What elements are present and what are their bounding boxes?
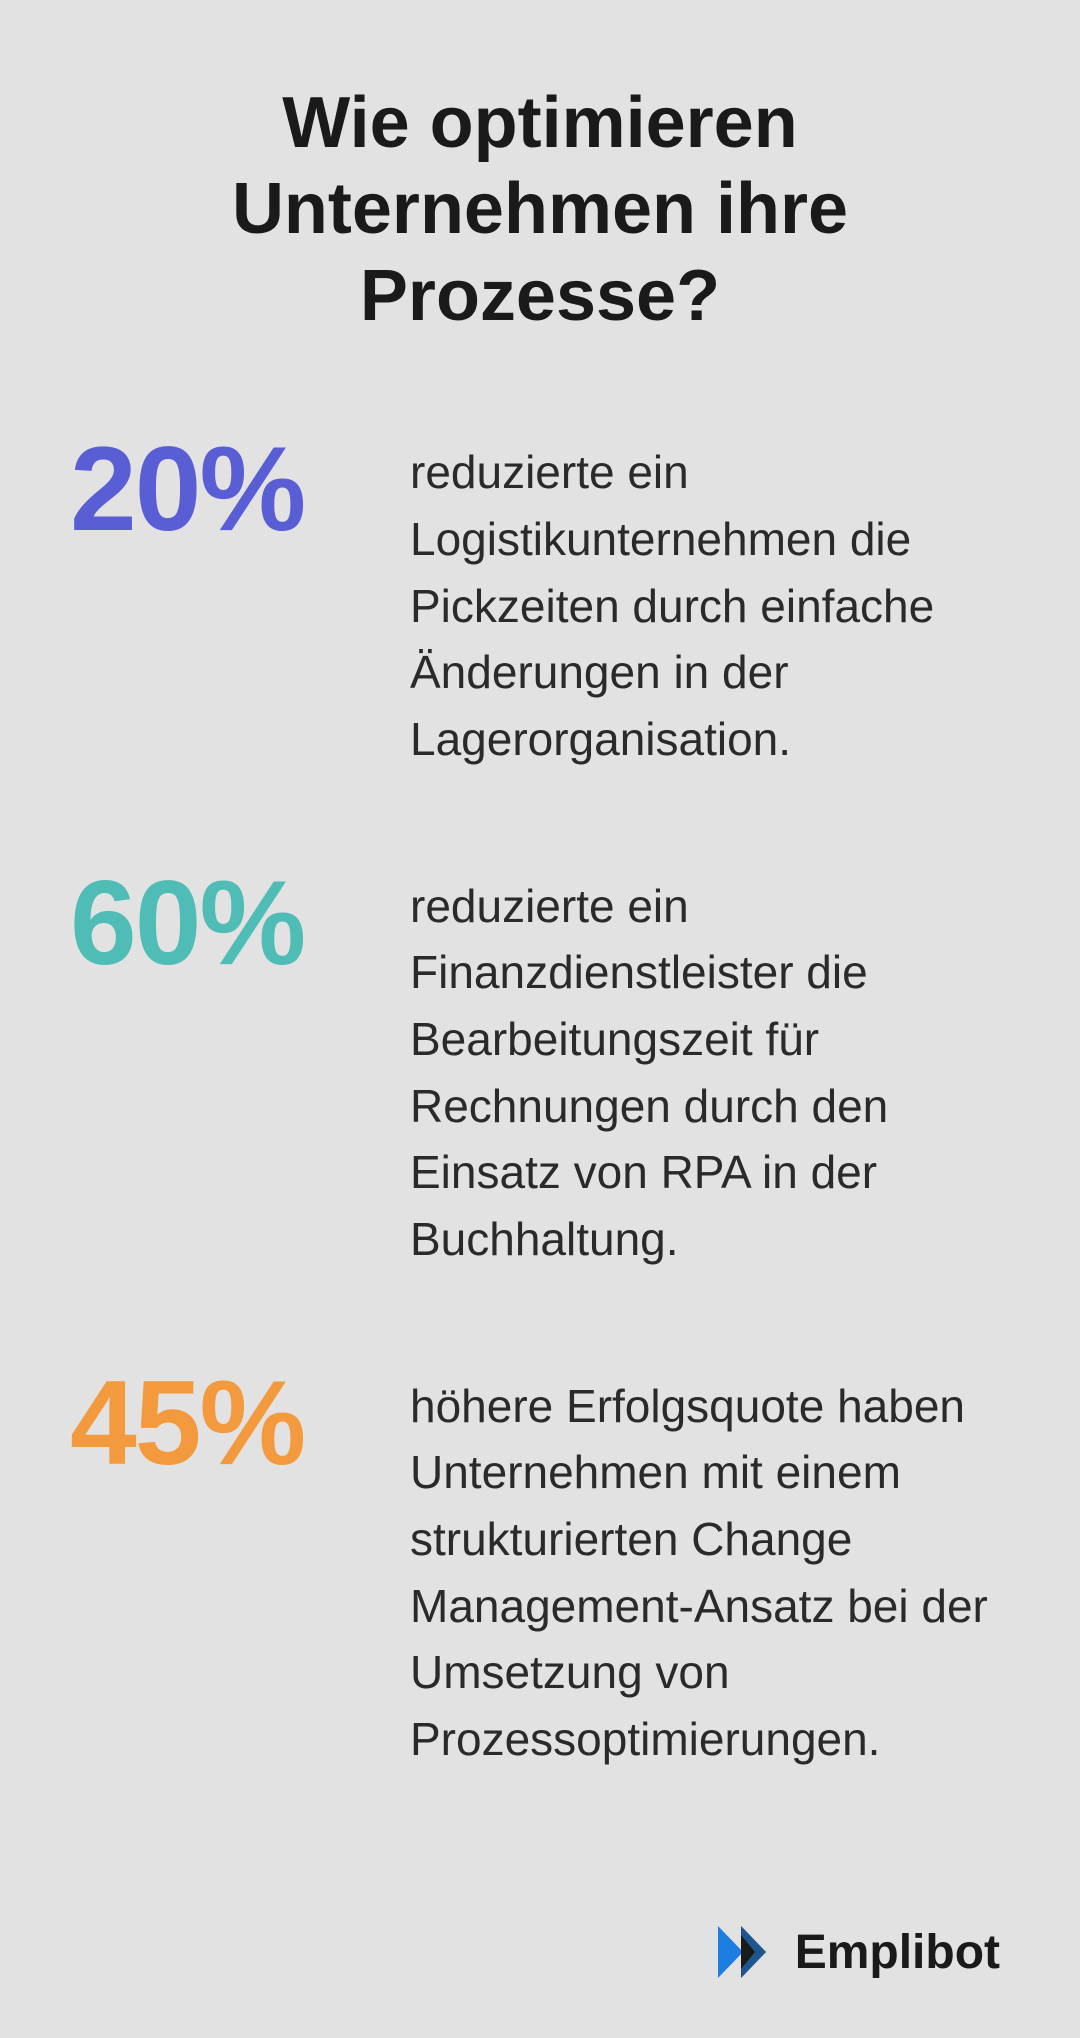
stat-description-2: reduzierte ein Finanzdienstleister die B… xyxy=(410,863,1010,1273)
page-title: Wie optimieren Unternehmen ihre Prozesse… xyxy=(70,80,1010,339)
logo-text: Emplibot xyxy=(795,1925,1000,1980)
stat-row: 20% reduzierte ein Logistikunternehmen d… xyxy=(70,429,1010,772)
stat-row: 60% reduzierte ein Finanzdienstleister d… xyxy=(70,863,1010,1273)
stat-description-1: reduzierte ein Logistikunternehmen die P… xyxy=(410,429,1010,772)
stat-description-3: höhere Erfolgsquote haben Unternehmen mi… xyxy=(410,1363,1010,1773)
stat-row: 45% höhere Erfolgsquote haben Unternehme… xyxy=(70,1363,1010,1773)
stat-value-2: 60% xyxy=(70,863,380,983)
logo-icon xyxy=(713,1921,783,1983)
logo: Emplibot xyxy=(713,1921,1000,1983)
stat-value-1: 20% xyxy=(70,429,380,549)
stat-value-3: 45% xyxy=(70,1363,380,1483)
